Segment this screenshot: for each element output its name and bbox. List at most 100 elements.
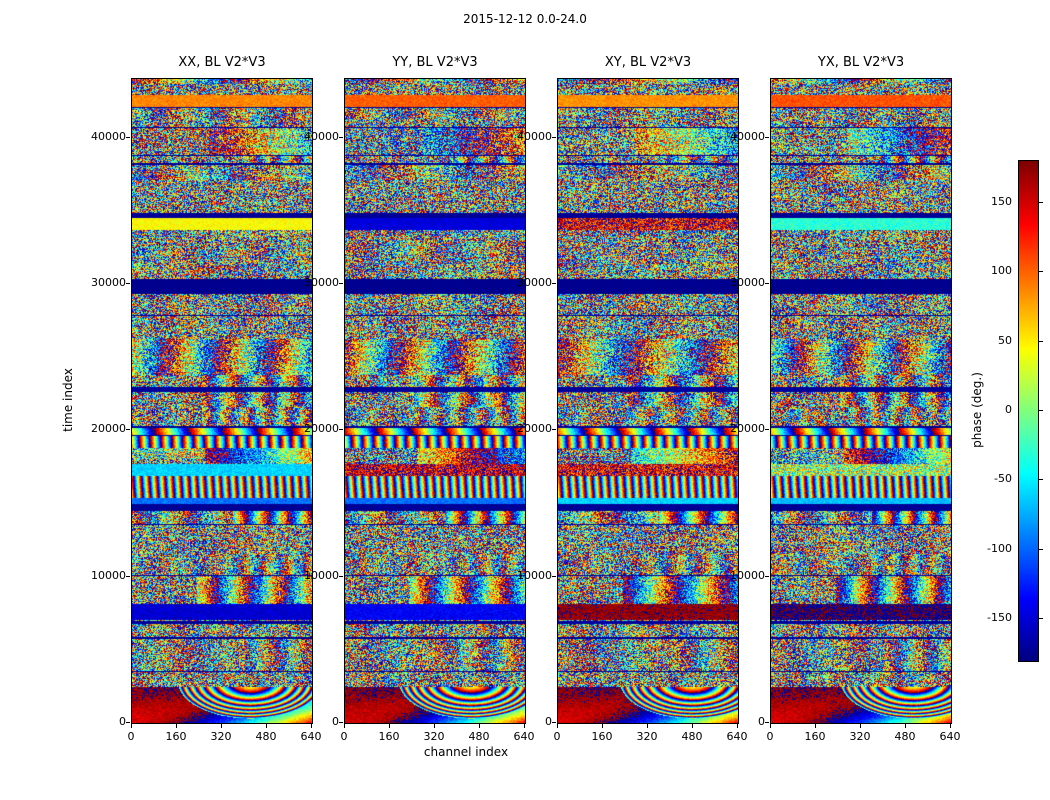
y-tick-label: 10000	[304, 568, 339, 582]
heatmap-canvas-yy	[345, 79, 525, 723]
x-tick-label: 160	[591, 730, 613, 743]
x-tick-mark	[434, 724, 435, 728]
x-tick-mark	[815, 724, 816, 728]
x-tick-mark	[176, 724, 177, 728]
y-tick-label: 10000	[517, 568, 552, 582]
x-tick-label: 0	[340, 730, 348, 743]
colorbar-tick-label: 100	[991, 264, 1012, 278]
heatmap-canvas-xx	[132, 79, 312, 723]
colorbar-tick-label: 0	[1005, 403, 1012, 416]
x-tick-label: 640	[726, 730, 748, 743]
y-tick-mark	[339, 282, 343, 284]
x-tick-mark	[737, 724, 738, 728]
y-tick-mark	[339, 575, 343, 577]
x-tick-mark	[602, 724, 603, 728]
y-tick-label: 10000	[730, 568, 765, 582]
x-tick-label: 160	[165, 730, 187, 743]
x-tick-label: 480	[894, 730, 916, 743]
y-tick-label: 20000	[91, 422, 126, 436]
heatmap-canvas-yx	[771, 79, 951, 723]
y-tick-mark	[126, 722, 130, 723]
y-tick-label: 30000	[304, 275, 339, 289]
x-tick-mark	[950, 724, 951, 728]
colorbar-tick-mark	[1039, 479, 1043, 481]
y-tick-label: 0	[758, 715, 765, 728]
x-tick-mark	[344, 724, 345, 728]
colorbar-tick-label: -150	[987, 611, 1012, 625]
x-tick-label: 320	[423, 730, 445, 743]
y-tick-mark	[126, 575, 130, 577]
heatmap-panel-xy	[557, 78, 739, 724]
y-tick-label: 0	[119, 715, 126, 728]
x-tick-mark	[692, 724, 693, 728]
y-tick-mark	[339, 429, 343, 431]
colorbar-tick-label: -100	[987, 541, 1012, 555]
y-tick-mark	[765, 136, 769, 138]
colorbar-tick-mark	[1039, 340, 1043, 342]
y-tick-label: 20000	[730, 422, 765, 436]
y-tick-label: 40000	[304, 129, 339, 143]
y-tick-label: 30000	[91, 275, 126, 289]
panel-title-yy: YY, BL V2*V3	[392, 55, 478, 70]
y-tick-mark	[765, 429, 769, 431]
y-tick-mark	[552, 575, 556, 577]
y-tick-mark	[765, 282, 769, 284]
x-tick-label: 0	[553, 730, 561, 743]
y-tick-label: 20000	[304, 422, 339, 436]
y-tick-label: 0	[332, 715, 339, 728]
x-tick-mark	[311, 724, 312, 728]
x-tick-mark	[266, 724, 267, 728]
x-tick-label: 480	[468, 730, 490, 743]
panel-title-yx: YX, BL V2*V3	[817, 55, 905, 70]
x-tick-mark	[131, 724, 132, 728]
heatmap-panel-yy	[344, 78, 526, 724]
y-tick-mark	[552, 282, 556, 284]
y-tick-mark	[126, 282, 130, 284]
x-tick-mark	[647, 724, 648, 728]
y-tick-label: 40000	[730, 129, 765, 143]
colorbar-tick-mark	[1039, 201, 1043, 203]
x-tick-label: 480	[681, 730, 703, 743]
x-tick-label: 640	[513, 730, 535, 743]
colorbar-tick-mark	[1039, 618, 1043, 620]
colorbar-tick-mark	[1039, 410, 1043, 411]
x-tick-label: 320	[849, 730, 871, 743]
y-tick-label: 40000	[91, 129, 126, 143]
y-tick-mark	[765, 575, 769, 577]
x-tick-label: 0	[766, 730, 774, 743]
heatmap-canvas-xy	[558, 79, 738, 723]
y-tick-mark	[126, 429, 130, 431]
x-tick-mark	[860, 724, 861, 728]
x-tick-label: 480	[255, 730, 277, 743]
colorbar-gradient	[1019, 161, 1038, 661]
x-tick-label: 320	[636, 730, 658, 743]
y-tick-mark	[126, 136, 130, 138]
x-tick-label: 160	[378, 730, 400, 743]
y-tick-label: 0	[545, 715, 552, 728]
y-tick-mark	[339, 136, 343, 138]
y-tick-label: 30000	[517, 275, 552, 289]
x-tick-label: 0	[127, 730, 135, 743]
x-tick-label: 640	[939, 730, 961, 743]
heatmap-panel-xx	[131, 78, 313, 724]
panel-title-xx: XX, BL V2*V3	[178, 55, 266, 70]
x-tick-mark	[221, 724, 222, 728]
x-tick-mark	[479, 724, 480, 728]
y-tick-mark	[552, 429, 556, 431]
x-axis-label: channel index	[423, 745, 509, 759]
y-tick-mark	[552, 136, 556, 138]
panel-title-xy: XY, BL V2*V3	[604, 55, 692, 70]
colorbar	[1018, 160, 1039, 662]
y-tick-mark	[552, 722, 556, 723]
colorbar-tick-mark	[1039, 271, 1043, 273]
y-tick-label: 30000	[730, 275, 765, 289]
colorbar-tick-label: 150	[991, 194, 1012, 208]
x-tick-mark	[524, 724, 525, 728]
figure-title: 2015-12-12 0.0-24.0	[463, 12, 587, 26]
x-tick-label: 320	[210, 730, 232, 743]
colorbar-tick-mark	[1039, 548, 1043, 550]
y-tick-mark	[765, 722, 769, 723]
y-tick-label: 40000	[517, 129, 552, 143]
colorbar-tick-label: -50	[994, 472, 1012, 486]
